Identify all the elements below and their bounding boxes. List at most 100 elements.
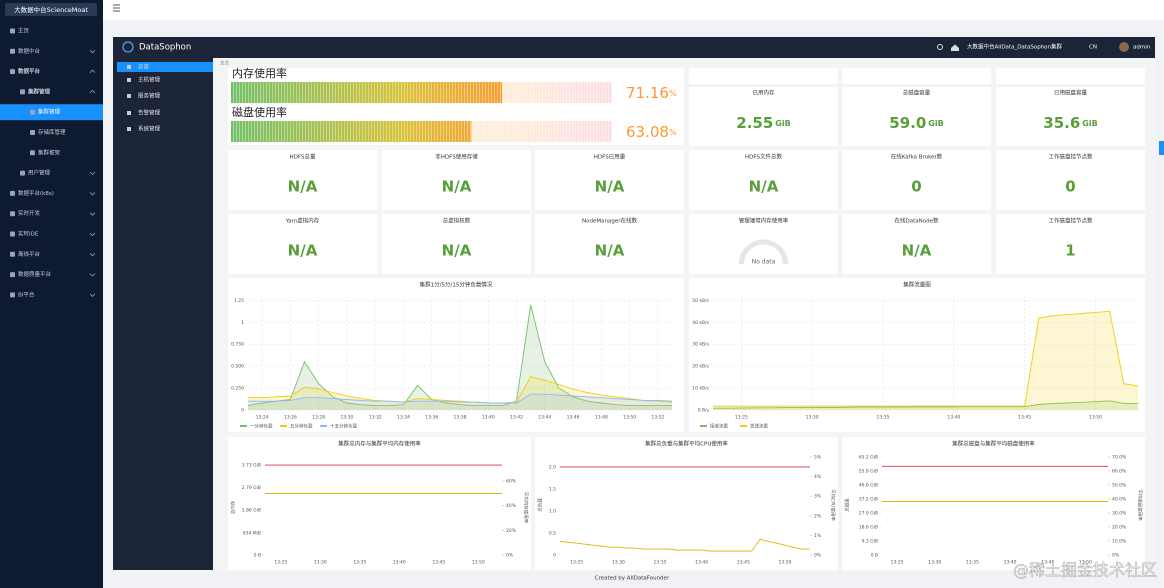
x-tick-label: 13:50 — [623, 415, 636, 421]
y-tick-label: 20 kB/s — [692, 364, 709, 370]
stat-label: 总磁盘容量 — [903, 89, 931, 97]
x-tick-label: 13:38 — [454, 415, 467, 421]
y2-tick-label: 20.0% — [1112, 524, 1127, 530]
x-tick-label: 13:30 — [928, 560, 941, 566]
y2-tick-label: 2% — [814, 513, 822, 519]
menu-icon — [10, 211, 15, 217]
menu-item[interactable]: 用户管理 — [28, 169, 51, 177]
panel — [996, 68, 1145, 84]
menu-icon — [30, 109, 35, 115]
stat-value: 35.6 GiB — [1043, 114, 1097, 132]
x-tick-label: 13:35 — [877, 415, 890, 421]
metric-label: 管理端堆内存使用率 — [739, 217, 789, 225]
menu-caret — [89, 69, 96, 73]
menu-item[interactable]: 数据平台 — [18, 67, 41, 75]
nav-icon — [127, 111, 131, 115]
watermark: @稀土掘金技术社区 — [1013, 561, 1157, 580]
x-tick-label: 13:25 — [570, 560, 583, 566]
chart-title: 集群总内存与集群平均内存使用率 — [338, 440, 421, 448]
menu-icon — [10, 251, 15, 257]
nav-icon — [127, 65, 131, 69]
home-icon[interactable] — [951, 44, 959, 52]
nav-item[interactable]: 总览 — [138, 63, 150, 71]
panel — [382, 214, 531, 274]
x-tick-label: 13:44 — [538, 415, 551, 421]
y2-tick-label: 30.0% — [1112, 510, 1127, 516]
y-tick-label: 0 B — [254, 553, 261, 559]
nav-item[interactable]: 服务管理 — [138, 92, 161, 100]
gauge-label: 内存使用率 — [232, 66, 287, 80]
y-tick-label: 2.79 GiB — [242, 485, 261, 491]
x-tick-label: 13:35 — [654, 560, 667, 566]
menu-item[interactable]: BI平台 — [18, 290, 35, 298]
settings-icon[interactable] — [937, 44, 943, 50]
y-tick-label: 934 MiB — [243, 531, 261, 537]
menu-caret — [89, 192, 96, 196]
menu-icon — [10, 28, 15, 34]
stat-number: 35.6 — [1043, 114, 1080, 132]
y-tick-label: 0.750 — [231, 342, 244, 348]
menu-toggle[interactable] — [113, 4, 120, 12]
menu-item[interactable]: 数据中台 — [18, 47, 41, 55]
panel — [842, 150, 991, 210]
y-tick-label: 1.0 — [549, 508, 556, 514]
x-tick-label: 13:34 — [397, 415, 410, 421]
menu-item[interactable]: 集群管理 — [38, 108, 61, 116]
x-tick-label: 13:42 — [510, 415, 523, 421]
x-tick-label: 13:40 — [947, 415, 960, 421]
y-tick-label: 0 B/s — [698, 408, 710, 414]
avatar[interactable] — [1119, 42, 1129, 52]
y2-axis-label: 平均CPU使用率 — [830, 489, 837, 521]
menu-item[interactable]: 离线平台 — [18, 250, 41, 258]
menu-icon — [10, 231, 15, 237]
y-tick-label: 1.5 — [549, 486, 556, 492]
menu-item[interactable]: 集群管理 — [27, 87, 51, 95]
x-tick-label: 13:30 — [806, 415, 819, 421]
metric-value: N/A — [288, 242, 318, 260]
cluster-name[interactable]: 大数据中台AllData_DataSophon集群 — [967, 43, 1063, 51]
nav-item[interactable]: 告警管理 — [138, 109, 161, 117]
side-tab[interactable] — [1159, 141, 1164, 155]
menu-item[interactable]: 集群框架 — [38, 148, 61, 156]
menu-item[interactable]: 数据平台(k8s) — [18, 189, 54, 197]
panel — [842, 87, 991, 146]
panel — [689, 150, 838, 210]
y-tick-label: 65.2 GiB — [859, 454, 878, 460]
menu-item[interactable]: 主页 — [18, 27, 30, 35]
x-tick-label: 13:48 — [595, 415, 608, 421]
x-tick-label: 13:52 — [651, 415, 664, 421]
menu-item[interactable]: 数据质量平台 — [18, 270, 52, 278]
series-area — [248, 376, 672, 410]
active-menu-bg — [0, 104, 103, 121]
menu-item[interactable]: 实时开发 — [18, 209, 41, 217]
nav-item[interactable]: 系统管理 — [138, 125, 161, 133]
y2-tick-label: 60% — [506, 478, 517, 484]
panel — [996, 150, 1145, 210]
nav-item[interactable]: 主机管理 — [138, 76, 161, 84]
menu-item[interactable]: 存储库管理 — [38, 128, 66, 136]
y-tick-label: 27.9 GiB — [859, 511, 878, 517]
metric-value: N/A — [595, 178, 625, 196]
y-tick-label: 0 — [241, 408, 244, 414]
y2-tick-label: 0% — [814, 553, 822, 559]
menu-caret — [89, 253, 96, 257]
x-tick-label: 13:40 — [1004, 560, 1017, 566]
menu-icon — [10, 292, 15, 298]
panel — [228, 278, 684, 432]
series-area — [713, 311, 1138, 410]
gauge-label: 磁盘使用率 — [232, 105, 287, 119]
x-tick-label: 13:45 — [1041, 560, 1054, 566]
menu-caret — [89, 232, 96, 237]
x-tick-label: 13:46 — [567, 415, 580, 421]
gauge-unit: % — [669, 89, 677, 98]
y-tick-label: 10 kB/s — [692, 386, 709, 392]
y2-tick-label: 1% — [814, 533, 822, 539]
y-tick-label: 0 B — [871, 553, 878, 559]
metric-label: 在线Kafka Broker数 — [891, 153, 943, 161]
y-tick-label: 37.2 GiB — [859, 497, 878, 503]
panel — [535, 150, 684, 210]
x-tick-label: 13:45 — [1018, 415, 1031, 421]
y2-tick-label: 0% — [506, 553, 514, 559]
menu-item[interactable]: 实时IDE — [18, 230, 39, 238]
